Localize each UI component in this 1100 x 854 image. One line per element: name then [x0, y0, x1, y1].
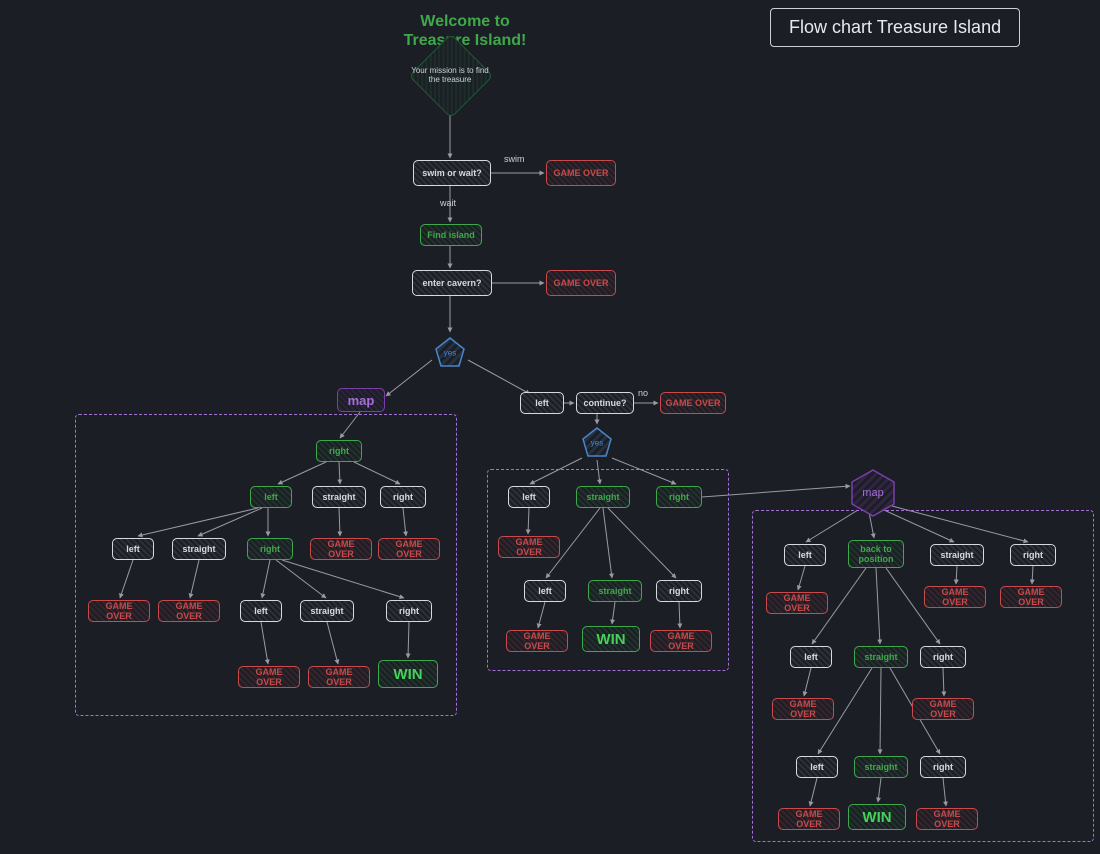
flow-node: back to position	[848, 540, 904, 568]
flow-node: right	[386, 600, 432, 622]
flow-node: GAME OVER	[546, 270, 616, 296]
flow-node: GAME OVER	[912, 698, 974, 720]
flow-node: GAME OVER	[916, 808, 978, 830]
flow-node: right	[1010, 544, 1056, 566]
edge-label: wait	[440, 198, 456, 208]
flow-node: GAME OVER	[308, 666, 370, 688]
hexagon-label: map	[847, 487, 899, 499]
flow-node: straight	[854, 756, 908, 778]
flow-node: WIN	[848, 804, 906, 830]
flow-node: GAME OVER	[766, 592, 828, 614]
decision-pentagon: yes	[434, 336, 466, 368]
flow-node: straight	[576, 486, 630, 508]
edge-label: swim	[504, 154, 525, 164]
flow-node: GAME OVER	[778, 808, 840, 830]
flow-node: right	[247, 538, 293, 560]
flow-node: GAME OVER	[772, 698, 834, 720]
flow-node: straight	[588, 580, 642, 602]
flow-node: straight	[854, 646, 908, 668]
flow-node: WIN	[582, 626, 640, 652]
flow-node: WIN	[378, 660, 438, 688]
flow-node: continue?	[576, 392, 634, 414]
flow-node: left	[112, 538, 154, 560]
title-text: Flow chart Treasure Island	[789, 17, 1001, 37]
flow-node: straight	[312, 486, 366, 508]
title-banner: Flow chart Treasure Island	[770, 8, 1020, 47]
flow-node: left	[784, 544, 826, 566]
flow-node: GAME OVER	[924, 586, 986, 608]
flow-node: left	[250, 486, 292, 508]
edge-label: no	[638, 388, 648, 398]
flow-node: GAME OVER	[660, 392, 726, 414]
flow-node: GAME OVER	[546, 160, 616, 186]
flow-node: straight	[172, 538, 226, 560]
decision-pentagon: yes	[581, 426, 613, 458]
flow-node: GAME OVER	[238, 666, 300, 688]
flow-node: map	[337, 388, 385, 412]
flow-node: right	[920, 646, 966, 668]
flow-node: GAME OVER	[378, 538, 440, 560]
flow-node: left	[790, 646, 832, 668]
flow-node: straight	[930, 544, 984, 566]
flow-node: GAME OVER	[498, 536, 560, 558]
map-hexagon: map	[847, 467, 899, 519]
flow-node: left	[508, 486, 550, 508]
flow-node: right	[316, 440, 362, 462]
pentagon-label: yes	[581, 438, 613, 447]
flow-node: right	[380, 486, 426, 508]
flow-node: GAME OVER	[310, 538, 372, 560]
flow-node: GAME OVER	[506, 630, 568, 652]
flow-node: right	[656, 486, 702, 508]
flow-node: right	[920, 756, 966, 778]
flow-node: GAME OVER	[1000, 586, 1062, 608]
welcome-line1: Welcome to	[420, 13, 510, 30]
start-label: Your mission is to find the treasure	[409, 66, 490, 84]
flow-node: left	[524, 580, 566, 602]
flow-node: GAME OVER	[158, 600, 220, 622]
flow-node: GAME OVER	[650, 630, 712, 652]
flowchart-canvas: { "canvas":{"width":1100,"height":854,"b…	[0, 0, 1100, 854]
welcome-heading: Welcome to Treasure Island!	[375, 12, 555, 50]
flow-node: left	[520, 392, 564, 414]
flow-node: GAME OVER	[88, 600, 150, 622]
flow-node: right	[656, 580, 702, 602]
start-diamond: Your mission is to find the treasure	[421, 46, 479, 104]
flow-node: enter cavern?	[412, 270, 492, 296]
flow-node: Find island	[420, 224, 482, 246]
flow-node: left	[240, 600, 282, 622]
pentagon-label: yes	[434, 348, 466, 357]
flow-node: left	[796, 756, 838, 778]
flow-node: swim or wait?	[413, 160, 491, 186]
flow-node: straight	[300, 600, 354, 622]
